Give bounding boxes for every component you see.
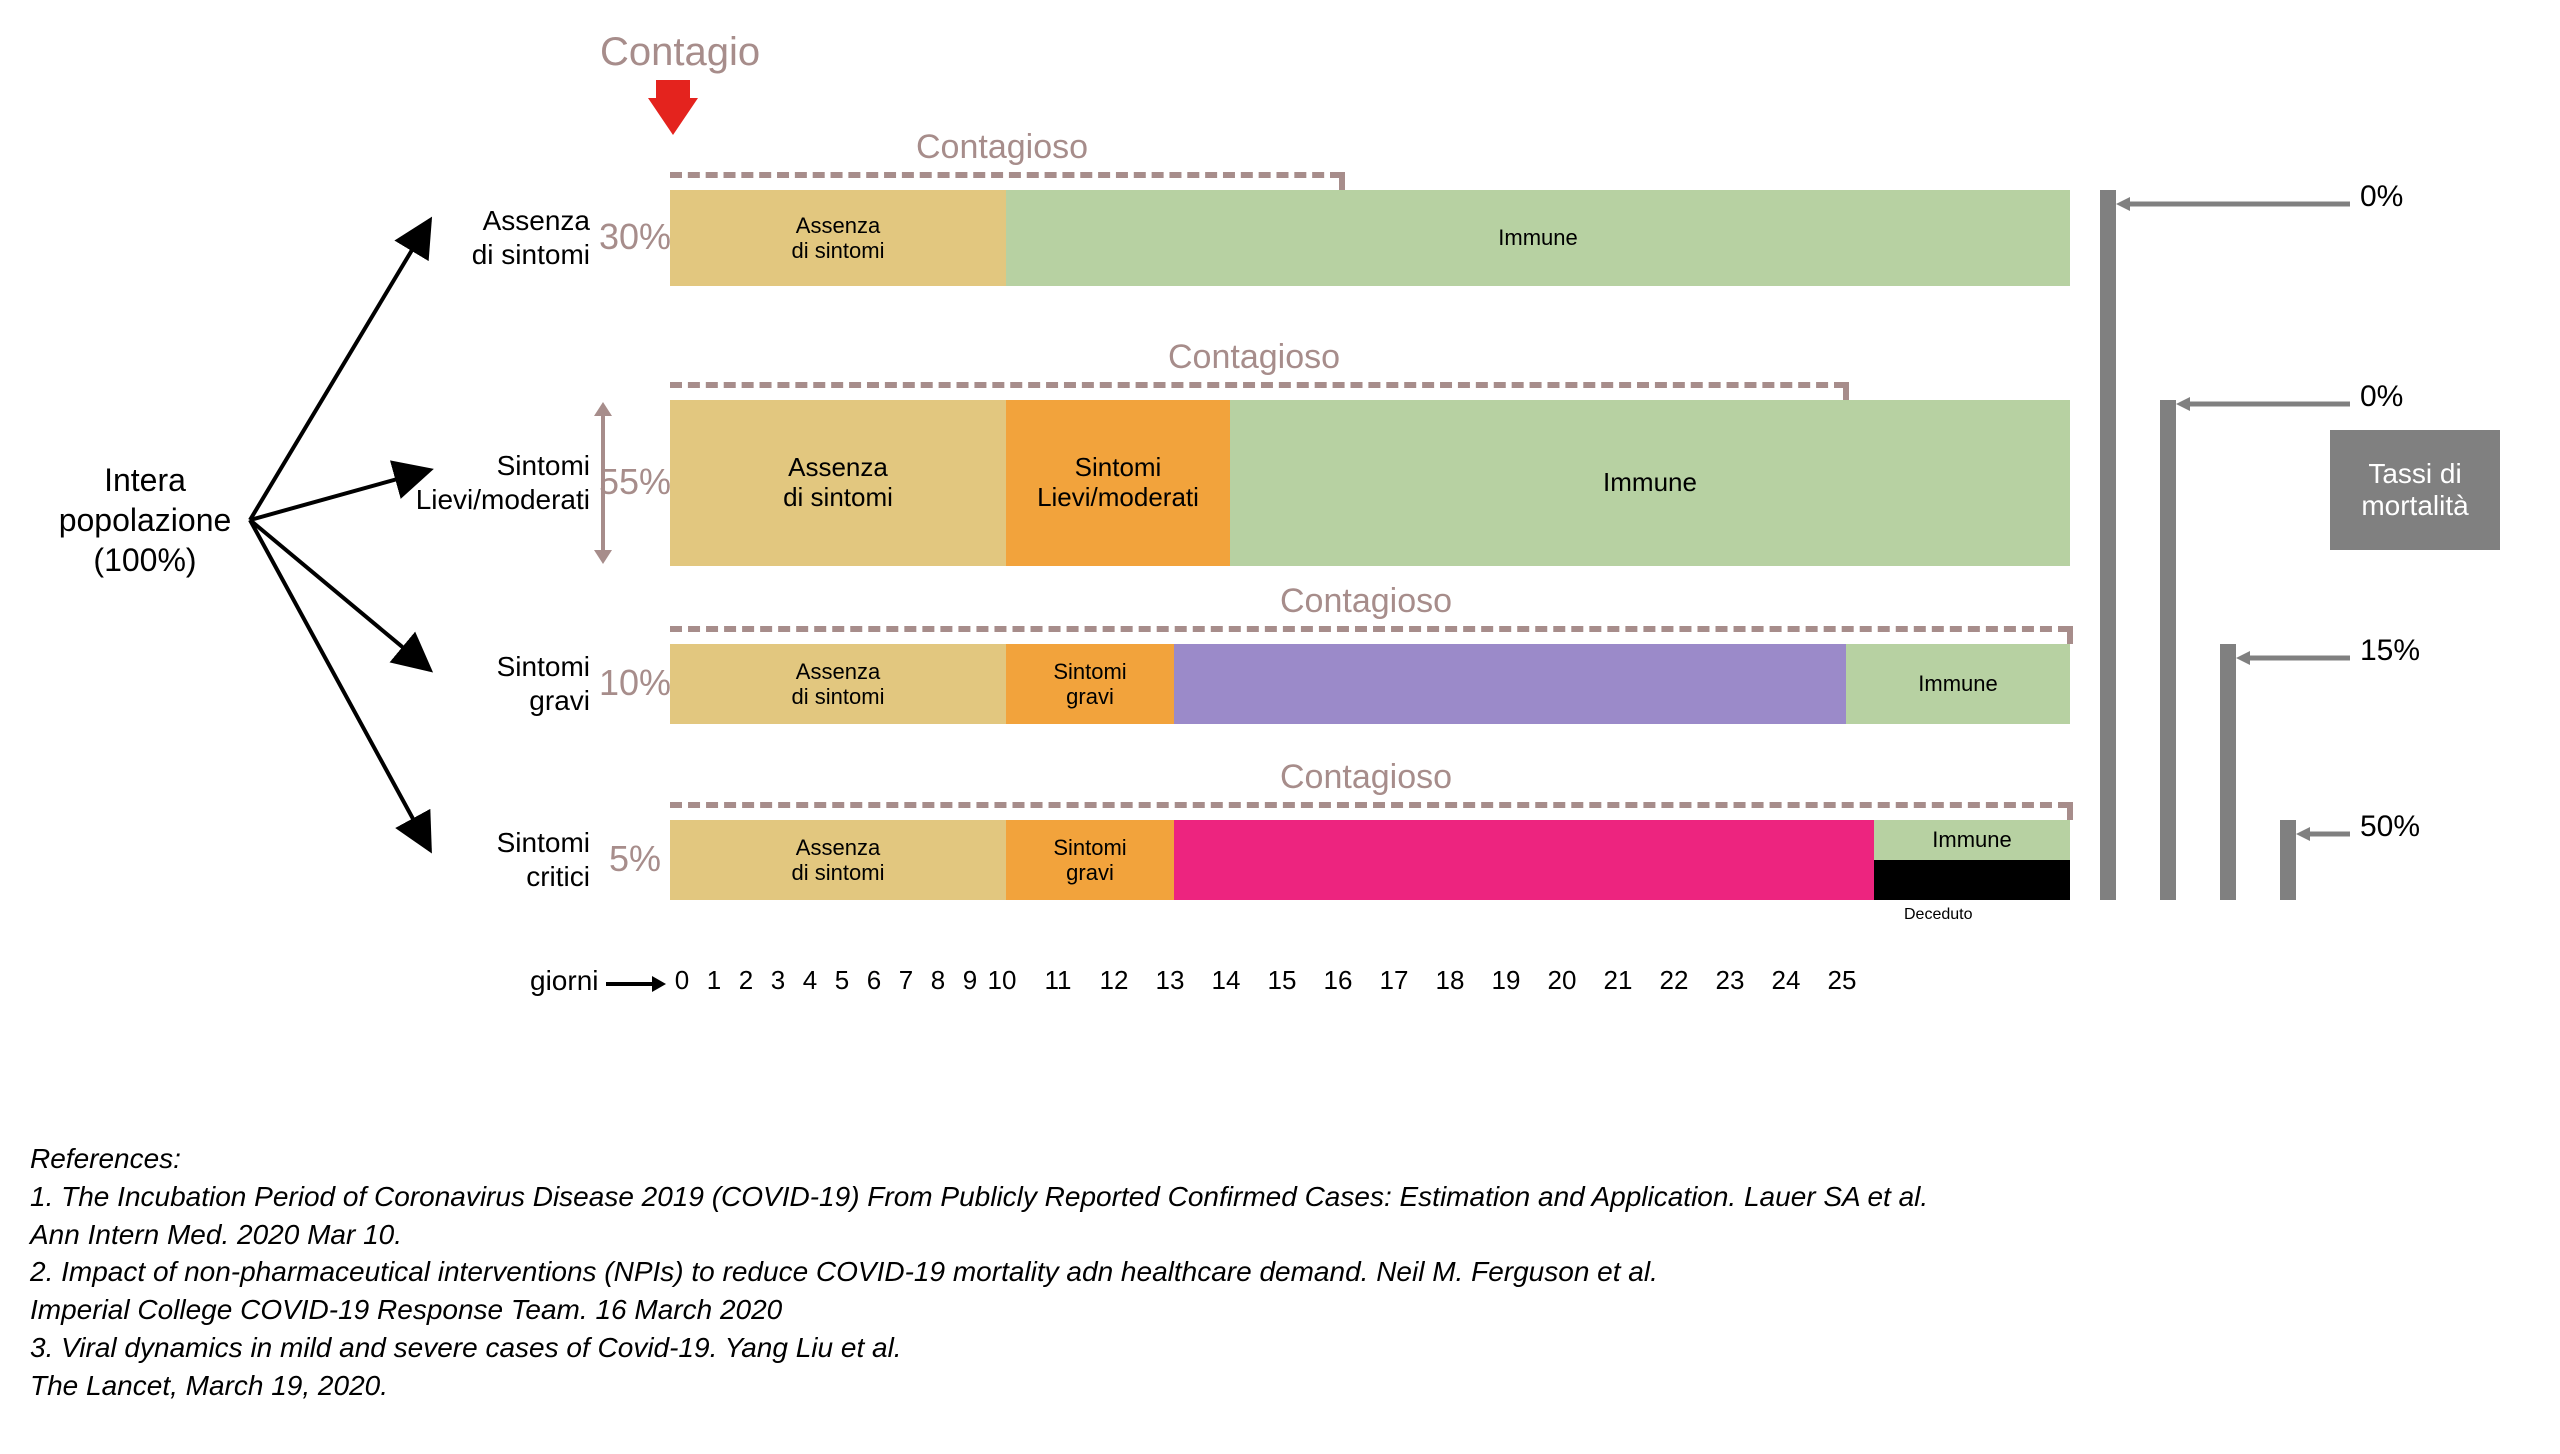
reference-line: 2. Impact of non-pharmaceutical interven…: [30, 1253, 2530, 1291]
row-percentage: 55%: [590, 461, 680, 503]
down-arrow-icon: [648, 80, 698, 140]
timeline-segment: Sintomi Lievi/moderati: [1006, 400, 1230, 566]
covid-timeline-diagram: Contagio Intera popolazione (100%) Assen…: [30, 30, 2530, 1130]
day-number: 13: [1150, 965, 1190, 996]
vbar-4: [2280, 820, 2296, 900]
contagioso-endtick: [1843, 382, 1849, 400]
mortality-arrow-icon: [2176, 394, 2350, 414]
row-percentage: 30%: [590, 216, 680, 258]
mortality-percentage: 15%: [2360, 634, 2420, 668]
contagioso-dash: [670, 172, 1342, 178]
day-number: 11: [1038, 965, 1078, 996]
contagioso-endtick: [2067, 802, 2073, 820]
day-number: 14: [1206, 965, 1246, 996]
contagioso-label: Contagioso: [1168, 338, 1340, 377]
timeline-segment: [1174, 820, 1874, 900]
reference-line: Ann Intern Med. 2020 Mar 10.: [30, 1216, 2530, 1254]
day-number: 19: [1486, 965, 1526, 996]
root-line2: popolazione: [59, 502, 232, 538]
category-label: Sintomicritici: [410, 826, 590, 893]
timeline-segment: Assenza di sintomi: [670, 644, 1006, 724]
contagioso-label: Contagioso: [1280, 582, 1452, 621]
mortality-percentage: 0%: [2360, 380, 2403, 414]
references-block: References:1. The Incubation Period of C…: [30, 1140, 2530, 1405]
timeline-segment: Sintomi gravi: [1006, 820, 1174, 900]
reference-line: The Lancet, March 19, 2020.: [30, 1367, 2530, 1405]
contagioso-label: Contagioso: [916, 128, 1088, 167]
reference-line: 3. Viral dynamics in mild and severe cas…: [30, 1329, 2530, 1367]
day-number: 25: [1822, 965, 1862, 996]
day-number: 12: [1094, 965, 1134, 996]
reference-line: References:: [30, 1140, 2530, 1178]
category-label: SintomiLievi/moderati: [410, 449, 590, 516]
timeline-segment: [1174, 644, 1846, 724]
mortality-rate-box: Tassi di mortalità: [2330, 430, 2500, 550]
day-number: 20: [1542, 965, 1582, 996]
day-number: 10: [982, 965, 1022, 996]
day-number: 21: [1598, 965, 1638, 996]
vbar-2: [2160, 400, 2176, 900]
mortality-arrow-icon: [2236, 648, 2350, 668]
day-number: 16: [1318, 965, 1358, 996]
vbar-3: [2220, 644, 2236, 900]
category-label: Sintomigravi: [410, 650, 590, 717]
category-label: Assenzadi sintomi: [410, 204, 590, 271]
timeline-segment: Assenza di sintomi: [670, 400, 1006, 566]
axis-days-label: giorni: [530, 965, 598, 997]
reference-line: 1. The Incubation Period of Coronavirus …: [30, 1178, 2530, 1216]
contagioso-endtick: [1339, 172, 1345, 190]
contagioso-label: Contagioso: [1280, 758, 1452, 797]
timeline-segment: Immune: [1874, 820, 2070, 860]
row-percentage: 10%: [590, 662, 680, 704]
mortality-arrow-icon: [2296, 824, 2350, 844]
timeline-segment: Assenza di sintomi: [670, 820, 1006, 900]
day-number: 15: [1262, 965, 1302, 996]
root-line3: (100%): [93, 542, 196, 578]
branch-arrows-icon: [230, 180, 450, 900]
mortality-percentage: 0%: [2360, 180, 2403, 214]
mortality-arrow-icon: [2116, 194, 2350, 214]
contagio-title: Contagio: [600, 30, 760, 75]
timeline-segment: Sintomi gravi: [1006, 644, 1174, 724]
timeline-segment: [1874, 860, 2070, 900]
timeline-segment: Immune: [1230, 400, 2070, 566]
day-number: 23: [1710, 965, 1750, 996]
contagioso-endtick: [2067, 626, 2073, 644]
contagioso-dash: [670, 382, 1846, 388]
right-arrow-icon: [606, 972, 666, 996]
contagioso-dash: [670, 802, 2070, 808]
root-line1: Intera: [104, 462, 186, 498]
mortality-percentage: 50%: [2360, 810, 2420, 844]
day-number: 17: [1374, 965, 1414, 996]
timeline-segment: Immune: [1846, 644, 2070, 724]
day-number: 24: [1766, 965, 1806, 996]
timeline-segment: Immune: [1006, 190, 2070, 286]
timeline-segment: Assenza di sintomi: [670, 190, 1006, 286]
vbar-1: [2100, 190, 2116, 900]
day-number: 22: [1654, 965, 1694, 996]
row-percentage: 5%: [590, 838, 680, 880]
root-population-label: Intera popolazione (100%): [40, 460, 250, 580]
day-number: 18: [1430, 965, 1470, 996]
contagioso-dash: [670, 626, 2070, 632]
reference-line: Imperial College COVID-19 Response Team.…: [30, 1291, 2530, 1329]
deceduto-label: Deceduto: [1904, 906, 1973, 924]
